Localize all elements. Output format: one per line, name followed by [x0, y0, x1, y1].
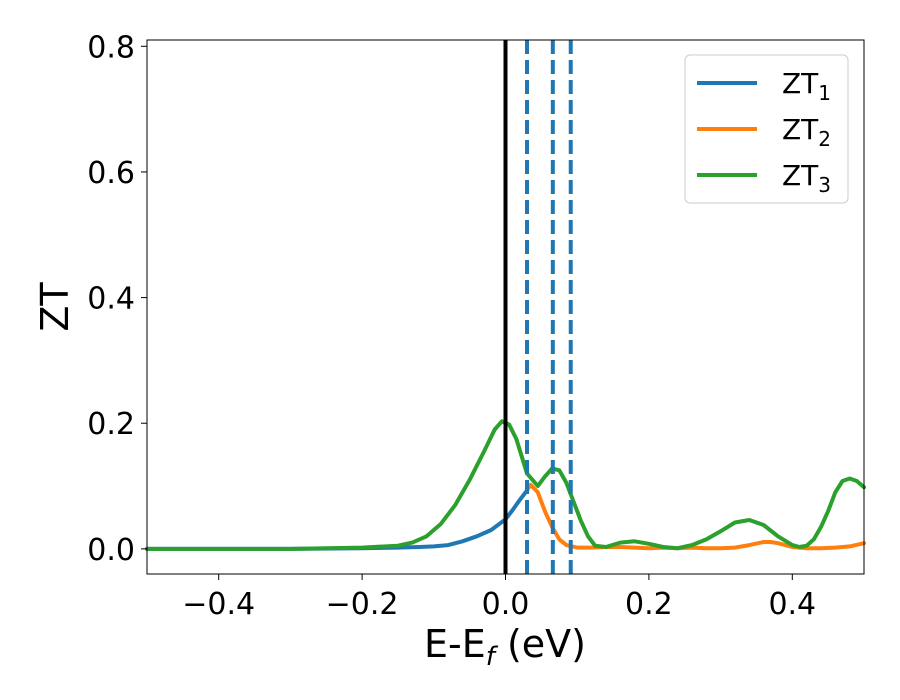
- vertical-lines: [503, 40, 573, 574]
- legend-label-1: ZT1: [782, 67, 831, 105]
- legend-box: [684, 54, 849, 204]
- y-tick-label: 0.2: [87, 407, 135, 442]
- x-tick-label: 0.4: [768, 587, 816, 622]
- x-axis-label: E-Ef (eV): [424, 622, 586, 672]
- x-axis-label-unit: (eV): [495, 622, 586, 666]
- y-tick-label: 0.6: [87, 156, 135, 191]
- y-tick-label: 0.0: [87, 533, 135, 568]
- legend-label-3: ZT3: [782, 159, 831, 197]
- legend: ZT1 ZT2 ZT3: [684, 54, 849, 204]
- y-axis-ticks: 0.0 0.2 0.4 0.6 0.8: [87, 30, 147, 568]
- x-axis-label-main: E-E: [424, 622, 486, 666]
- x-tick-label: 0.2: [625, 587, 673, 622]
- x-tick-label: −0.4: [182, 587, 255, 622]
- x-tick-label: 0.0: [482, 587, 530, 622]
- legend-label-2: ZT2: [782, 113, 831, 151]
- series-line-3: [145, 419, 866, 551]
- legend-entries: ZT1 ZT2 ZT3: [697, 67, 831, 197]
- x-tick-label: −0.2: [326, 587, 399, 622]
- x-axis-ticks: −0.4 −0.2 0.0 0.2 0.4: [182, 574, 816, 622]
- y-tick-label: 0.8: [87, 30, 135, 65]
- y-axis-label: ZT: [33, 282, 77, 332]
- series-line-1: [145, 488, 529, 551]
- series-layer: [145, 419, 866, 551]
- y-tick-label: 0.4: [87, 282, 135, 317]
